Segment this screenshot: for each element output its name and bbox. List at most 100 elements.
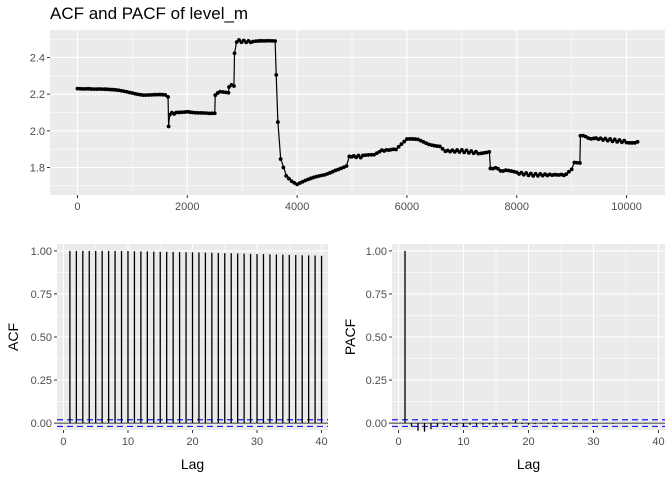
series-point [86,86,91,91]
series-point [459,148,464,152]
series-x-tick-label: 2000 [175,201,199,213]
series-point [464,148,469,153]
series-point [166,94,170,99]
series-point [608,137,612,141]
series-point [278,157,283,161]
series-point [496,166,500,171]
series-point [487,150,492,154]
series-point [210,111,214,116]
acf-x-tick-label: 30 [251,436,263,448]
series-point [152,92,157,97]
series-point [97,87,102,91]
series-point [564,172,569,177]
series-point [141,93,146,98]
series-point [207,111,212,116]
series-point [179,110,184,115]
series-point [624,140,629,145]
pacf-marks [392,250,665,432]
series-point [344,164,349,168]
series-gridlines [50,30,665,195]
series-point [363,153,368,158]
series-point [577,161,582,165]
series-point [144,93,148,97]
pacf-axes: 0 10 20 30 40 0.00 0.25 0.50 0.75 1.00 [366,246,665,448]
series-point [89,87,94,91]
series-point [160,92,165,97]
acf-x-tick-label: 10 [122,436,134,448]
pacf-panel: 0 10 20 30 40 0.00 0.25 0.50 0.75 1.00 Lag PACF [342,244,665,472]
series-point [259,38,264,43]
series-point [155,92,159,97]
series-point [413,137,418,141]
series-point [232,51,237,56]
series-point [630,141,634,145]
series-point [410,137,415,141]
series-point [635,139,640,144]
pacf-x-tick-label: 20 [522,436,534,448]
series-point [361,153,365,158]
acf-y-tick-label: 0.75 [31,289,52,301]
series-axes: 0 2000 4000 6000 8000 10000 1.8 2.0 2.2 2.4 [30,53,642,214]
series-point [81,87,85,91]
acf-x-tick-label: 40 [315,436,327,448]
series-point [105,87,110,92]
pacf-x-tick-label: 30 [587,436,599,448]
series-point [262,38,267,43]
series-point [440,147,445,151]
series-point [366,153,371,157]
series-point [627,140,632,145]
pacf-x-tick-label: 10 [457,436,469,448]
acf-y-tick-label: 0.25 [31,375,52,387]
series-point [166,124,171,129]
series-point [94,87,99,92]
series-point [193,110,198,115]
series-point [286,176,291,181]
pacf-y-tick-label: 1.00 [366,246,387,258]
series-point [78,86,83,91]
series-point [256,39,261,43]
series-point [284,174,289,178]
series-marks [75,38,640,187]
pacf-x-axis-label: Lag [517,456,540,472]
acf-x-axis-label: Lag [181,456,204,472]
series-y-tick-label: 1.8 [30,163,45,175]
series-point [524,171,529,175]
series-point [273,39,278,43]
series-point [567,169,571,174]
acf-y-tick-label: 1.00 [31,246,52,258]
series-y-tick-label: 2.2 [30,89,45,101]
series-point [405,137,409,141]
series-point [111,87,116,92]
series-point [177,110,181,115]
acf-x-tick-label: 20 [186,436,198,448]
series-point [157,92,162,97]
acf-y-tick-label: 0.50 [31,332,52,344]
series-point [575,160,580,165]
series-point [213,93,218,98]
series-x-tick-label: 0 [74,201,80,213]
pacf-x-tick-label: 0 [395,436,401,448]
series-point [138,92,143,97]
series-panel: 0 2000 4000 6000 8000 10000 1.8 2.0 2.2 2.4 [30,30,665,213]
pacf-gridlines [392,244,665,430]
acf-y-tick-label: 0.00 [31,418,52,430]
series-point [251,39,256,44]
series-point [174,110,179,115]
series-point [163,93,168,97]
series-point [476,151,481,156]
series-point [190,110,195,115]
series-point [188,110,192,115]
series-point [267,38,272,43]
series-point [612,137,617,142]
series-point [103,87,107,92]
acf-marks [57,250,328,428]
series-point [281,165,286,170]
series-point [108,87,113,92]
series-point [402,139,407,144]
series-point [396,144,401,149]
series-point [227,85,231,89]
series-point [617,138,622,142]
series-x-tick-label: 10000 [611,201,642,213]
series-point [218,89,223,94]
